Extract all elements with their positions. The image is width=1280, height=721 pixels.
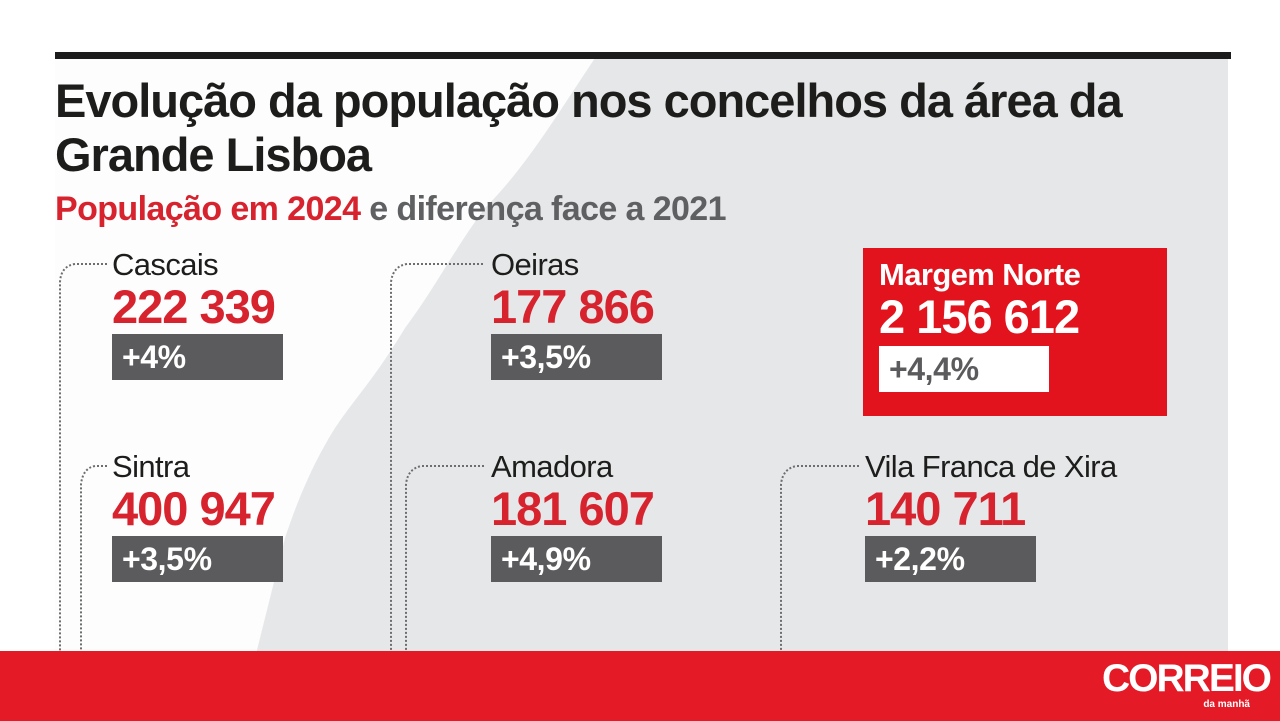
change-badge: +3,5% (112, 536, 283, 582)
change-badge: +4% (112, 334, 283, 380)
municipality-name: Amadora (491, 449, 613, 484)
total-change-badge: +4,4% (879, 346, 1049, 392)
subtitle-rest: e diferença face a 2021 (369, 190, 726, 228)
municipality-card-vila-franca-de-xira: Vila Franca de Xira 140 711 +2,2% (865, 450, 1117, 582)
population-value: 177 866 (491, 280, 655, 333)
infographic-subtitle: População em 2024 e diferença face a 202… (55, 188, 727, 230)
municipality-card-cascais: Cascais 222 339 +4% (112, 248, 283, 380)
brand-banner: CORREIO da manhã (0, 651, 1280, 721)
municipality-card-sintra: Sintra 400 947 +3,5% (112, 450, 283, 582)
population-value: 400 947 (112, 482, 276, 535)
logo-wordmark: CORREIO (1101, 657, 1272, 700)
municipality-card-oeiras: Oeiras 177 866 +3,5% (491, 248, 662, 380)
municipality-name: Vila Franca de Xira (865, 449, 1117, 484)
municipality-name: Oeiras (491, 247, 579, 282)
population-value: 140 711 (865, 482, 1026, 535)
top-rule-divider (55, 52, 1231, 59)
population-value: 222 339 (112, 280, 276, 333)
total-population-value: 2 156 612 (879, 290, 1080, 343)
correio-da-manha-logo[interactable]: CORREIO da manhã (1101, 657, 1272, 711)
total-card-margem-norte: Margem Norte 2 156 612 +4,4% (863, 248, 1167, 416)
change-badge: +2,2% (865, 536, 1036, 582)
municipality-name: Sintra (112, 449, 190, 484)
logo-tagline: da manhã (1203, 699, 1250, 710)
change-badge: +3,5% (491, 334, 662, 380)
subtitle-highlight: População em 2024 (55, 190, 361, 228)
infographic-title: Evolução da população nos concelhos da á… (55, 74, 1225, 182)
municipality-name: Cascais (112, 247, 219, 282)
municipality-card-amadora: Amadora 181 607 +4,9% (491, 450, 662, 582)
change-badge: +4,9% (491, 536, 662, 582)
population-value: 181 607 (491, 482, 655, 535)
infographic-title-text: Evolução da população nos concelhos da á… (55, 74, 1123, 181)
total-region-name: Margem Norte (879, 257, 1081, 292)
